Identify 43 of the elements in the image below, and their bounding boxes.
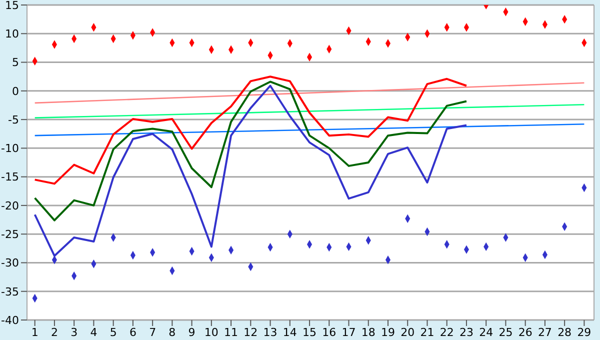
y-tick-label: -15 (1, 170, 19, 184)
y-tick-label: 10 (5, 28, 19, 41)
x-tick-label: 24 (479, 326, 494, 339)
x-tick-label: 16 (322, 326, 336, 339)
y-tick-label: -20 (1, 199, 19, 212)
x-tick-label: 8 (168, 326, 176, 339)
x-tick-label: 6 (129, 326, 136, 339)
x-tick-label: 18 (361, 326, 376, 339)
x-tick-label: 20 (400, 326, 415, 339)
x-tick-label: 25 (498, 326, 513, 339)
y-tick-label: -40 (1, 314, 19, 327)
x-tick-label: 2 (50, 326, 58, 339)
y-tick-label: -30 (1, 256, 19, 270)
line-series (34, 76, 468, 185)
x-tick-label: 1 (31, 326, 38, 339)
x-tick-label: 14 (282, 326, 297, 339)
y-tick-label: -5 (8, 113, 19, 126)
x-tick-label: 3 (70, 326, 78, 339)
y-tick-label: 5 (12, 56, 19, 70)
x-tick-label: 22 (440, 326, 454, 339)
x-tick-label: 13 (263, 326, 278, 339)
x-tick-label: 17 (342, 326, 356, 339)
x-tick-label: 9 (188, 326, 196, 339)
x-tick-label: 5 (110, 326, 117, 339)
y-tick-label: -25 (1, 228, 19, 241)
line-series (34, 80, 468, 222)
x-tick-label: 10 (204, 326, 218, 339)
x-tick-label: 11 (224, 326, 238, 339)
x-tick-label: 12 (244, 326, 258, 339)
x-tick-label: 19 (380, 326, 395, 339)
x-tick-label: 7 (149, 326, 156, 339)
y-tick-label: -10 (1, 142, 19, 156)
x-tick-label: 29 (577, 326, 592, 339)
x-tick-label: 27 (538, 326, 552, 339)
y-tick-label: 0 (12, 84, 19, 98)
y-tick-label: -35 (1, 285, 19, 298)
x-tick-label: 28 (558, 326, 572, 339)
x-tick-label: 4 (90, 326, 98, 339)
y-tick-label: 15 (5, 0, 19, 12)
x-tick-label: 21 (420, 326, 434, 339)
x-tick-label: 26 (518, 326, 532, 339)
x-tick-label: 23 (459, 326, 474, 339)
x-tick-label: 15 (302, 326, 317, 339)
